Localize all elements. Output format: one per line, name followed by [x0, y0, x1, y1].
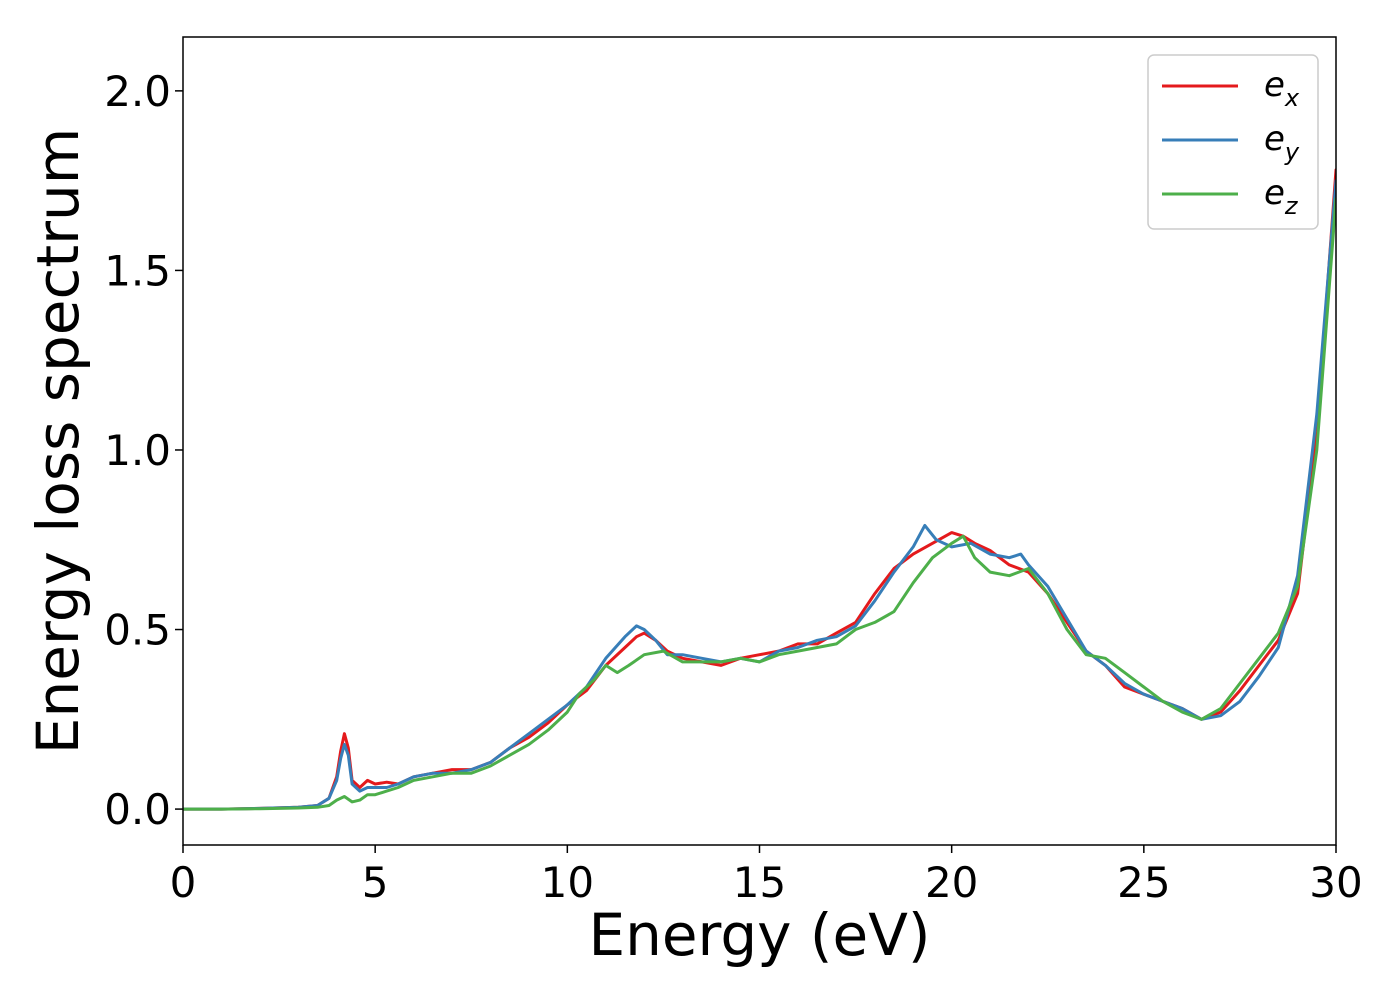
x-tick-label: 30	[1309, 858, 1362, 907]
x-tick-label: 0	[170, 858, 197, 907]
legend-label-symbol: e	[1264, 119, 1285, 159]
x-axis-title: Energy (eV)	[588, 901, 930, 969]
y-tick-label: 1.0	[104, 426, 171, 475]
x-tick-label: 20	[925, 858, 978, 907]
series-line-e-z	[183, 197, 1336, 811]
legend-label-symbol: e	[1264, 65, 1285, 105]
legend-box	[1147, 54, 1319, 230]
series-layer	[183, 168, 1336, 811]
legend-label-e-z: ez	[1264, 173, 1299, 220]
y-axis-title: Energy loss spectrum	[24, 128, 92, 754]
legend-label-subscript: y	[1284, 138, 1300, 166]
y-tick-label: 0.0	[104, 785, 171, 834]
y-tick-label: 2.0	[104, 67, 171, 116]
legend-label-e-x: ex	[1264, 65, 1300, 112]
legend-label-subscript: x	[1284, 84, 1300, 112]
y-tick-label: 0.5	[104, 606, 171, 655]
legend-label-subscript: z	[1284, 192, 1299, 220]
y-axis: 0.0 0.5 1.0 1.5 2.0	[104, 67, 183, 834]
series-line-e-x	[183, 168, 1336, 811]
legend-label-e-y: ey	[1264, 119, 1300, 166]
x-tick-label: 25	[1117, 858, 1170, 907]
y-tick-label: 1.5	[104, 246, 171, 295]
x-tick-label: 10	[541, 858, 594, 907]
x-tick-label: 5	[362, 858, 389, 907]
x-tick-label: 15	[733, 858, 786, 907]
legend-label-symbol: e	[1264, 173, 1285, 213]
x-axis: 0 5 10 15 20 25 30	[170, 845, 1363, 907]
